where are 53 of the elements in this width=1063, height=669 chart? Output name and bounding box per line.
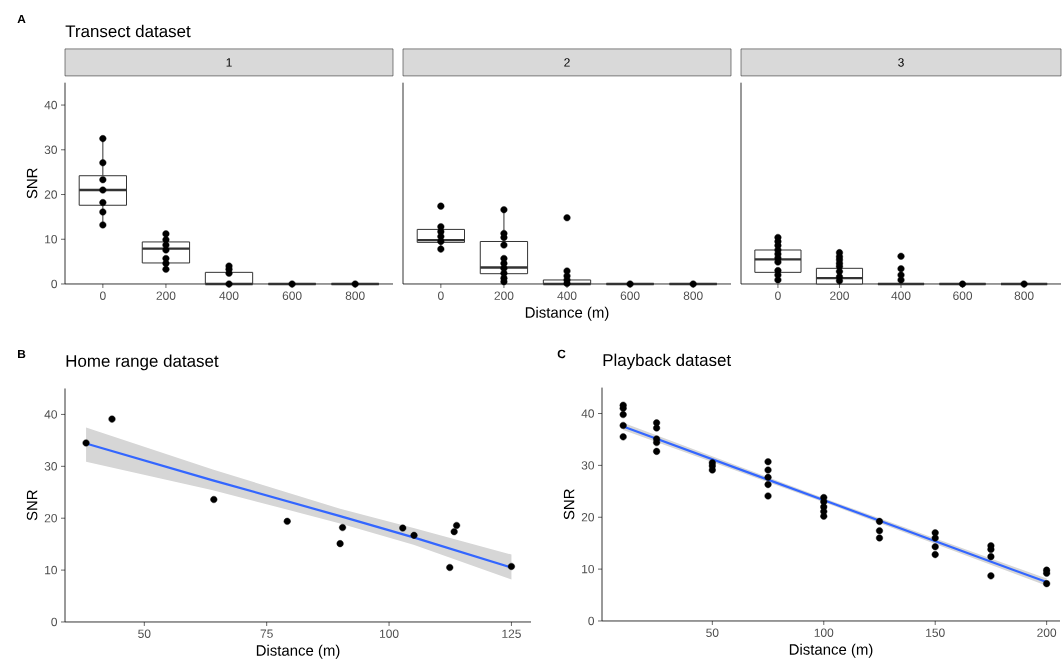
- y-tick-label: 20: [44, 190, 58, 199]
- y-tick-label: 40: [44, 410, 58, 419]
- x-tick-label: 100: [814, 628, 834, 637]
- x-tick-label: 0: [775, 291, 781, 300]
- x-tick-label: 400: [219, 291, 239, 300]
- x-tick-label: 75: [260, 629, 273, 638]
- x-tick-label: 200: [1037, 628, 1057, 637]
- x-tick-label: 600: [620, 291, 640, 300]
- y-tick-label: 40: [44, 100, 58, 110]
- x-tick-label: 0: [438, 291, 444, 300]
- chart-title: 2: [564, 58, 570, 67]
- x-tick-label: 50: [706, 628, 719, 637]
- y-tick-label: 30: [581, 461, 595, 470]
- y-tick-label: 0: [51, 279, 58, 289]
- x-axis-title: Distance (m): [525, 306, 609, 321]
- text: C: [557, 349, 566, 359]
- y-tick-label: 40: [581, 409, 595, 418]
- y-tick-label: 0: [588, 616, 595, 626]
- x-tick-label: 800: [345, 291, 365, 300]
- chart-title: 1: [226, 58, 232, 67]
- x-tick-label: 50: [138, 629, 151, 638]
- y-tick-label: 10: [582, 564, 595, 574]
- chart-title: 3: [898, 58, 904, 67]
- text: A: [17, 14, 26, 24]
- y-tick-label: 20: [44, 513, 58, 523]
- y-tick-label: 10: [45, 565, 58, 575]
- x-tick-label: 800: [683, 291, 703, 300]
- y-axis-title: SNR: [26, 490, 38, 521]
- y-axis-title: SNR: [26, 168, 38, 199]
- x-axis-title: Distance (m): [256, 644, 340, 659]
- x-tick-label: 800: [1014, 291, 1034, 300]
- chart-title: Playback dataset: [603, 353, 732, 370]
- x-axis-title: Distance (m): [789, 643, 873, 658]
- x-tick-label: 400: [891, 291, 911, 300]
- x-tick-label: 150: [926, 628, 945, 637]
- x-tick-label: 100: [379, 629, 399, 638]
- y-axis-title: SNR: [563, 489, 575, 520]
- x-tick-label: 125: [502, 629, 521, 638]
- y-tick-label: 30: [44, 145, 58, 155]
- x-tick-label: 600: [953, 291, 973, 300]
- x-tick-label: 600: [282, 291, 302, 300]
- chart-title: Home range dataset: [66, 354, 219, 371]
- x-tick-label: 0: [100, 291, 106, 300]
- y-tick-label: 10: [45, 235, 58, 244]
- text: Transect dataset: [65, 24, 191, 38]
- x-tick-label: 200: [156, 291, 176, 300]
- x-tick-label: 200: [830, 291, 849, 300]
- y-tick-label: 30: [44, 462, 58, 471]
- y-tick-label: 20: [581, 513, 595, 522]
- text: B: [18, 349, 26, 359]
- x-tick-label: 200: [494, 291, 514, 300]
- x-tick-label: 400: [557, 291, 577, 300]
- y-tick-label: 0: [51, 617, 58, 627]
